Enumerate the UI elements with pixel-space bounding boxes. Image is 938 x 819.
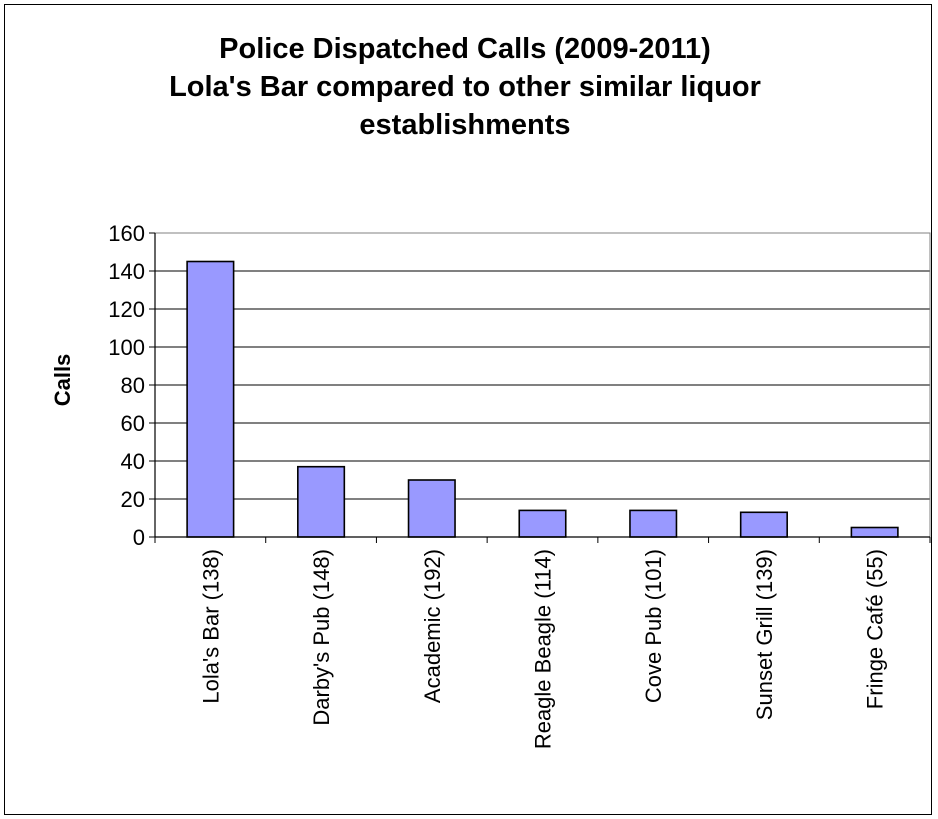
chart-title-line-1: Police Dispatched Calls (2009-2011): [219, 33, 711, 65]
bar: [186, 260, 235, 538]
x-tick-label: Lola's Bar (138): [198, 549, 223, 704]
axes: [149, 232, 931, 543]
gridlines: [155, 232, 930, 500]
bar: [739, 511, 788, 538]
bar: [850, 526, 899, 538]
x-tick-label: Sunset Grill (139): [752, 549, 777, 720]
y-tick-label: 160: [108, 221, 145, 246]
y-tick-label: 140: [108, 259, 145, 284]
bar: [629, 509, 678, 538]
chart-title: Police Dispatched Calls (2009-2011) Lola…: [0, 30, 930, 144]
bar: [297, 465, 346, 538]
y-tick-label: 40: [121, 449, 145, 474]
bars: [186, 260, 899, 538]
x-tick-label: Darby's Pub (148): [309, 549, 334, 726]
y-tick-labels: 0 20 40 60 80 100 120 140 160: [108, 221, 145, 550]
y-tick-label: 20: [121, 487, 145, 512]
x-tick-label: Cove Pub (101): [641, 549, 666, 703]
x-tick-label: Academic (192): [420, 549, 445, 703]
y-tick-label: 80: [121, 373, 145, 398]
x-tick-label: Fringe Café (55): [863, 549, 888, 709]
chart-title-line-2: Lola's Bar compared to other similar liq…: [169, 71, 761, 103]
chart-title-line-3: establishments: [359, 109, 571, 141]
x-tick-labels: Lola's Bar (138) Darby's Pub (148) Academi…: [198, 549, 887, 749]
y-tick-label: 100: [108, 335, 145, 360]
y-tick-label: 60: [121, 411, 145, 436]
bar: [518, 509, 567, 538]
chart-frame: [4, 4, 932, 815]
y-tick-label: 0: [133, 525, 145, 550]
bar: [407, 479, 456, 538]
x-tick-label: Reagle Beagle (114): [531, 549, 556, 749]
y-axis-title: Calls: [50, 354, 75, 407]
y-tick-label: 120: [108, 297, 145, 322]
